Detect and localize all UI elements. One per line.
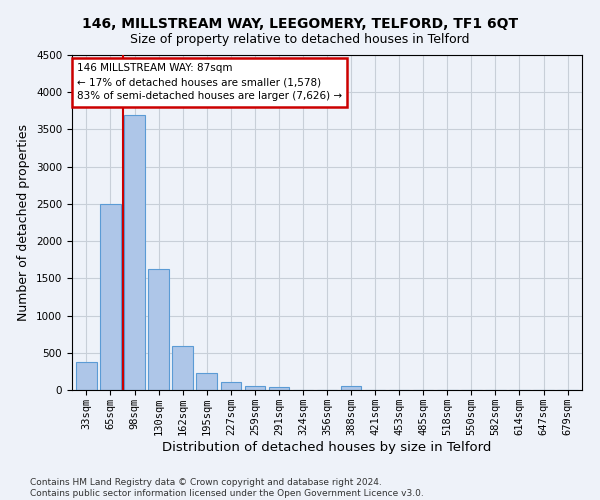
- Bar: [148, 268, 169, 390]
- Bar: [124, 114, 145, 390]
- Bar: [341, 386, 361, 390]
- Bar: [245, 386, 265, 390]
- X-axis label: Distribution of detached houses by size in Telford: Distribution of detached houses by size …: [163, 440, 491, 454]
- Text: 146, MILLSTREAM WAY, LEEGOMERY, TELFORD, TF1 6QT: 146, MILLSTREAM WAY, LEEGOMERY, TELFORD,…: [82, 18, 518, 32]
- Bar: [76, 362, 97, 390]
- Bar: [100, 204, 121, 390]
- Text: Contains HM Land Registry data © Crown copyright and database right 2024.
Contai: Contains HM Land Registry data © Crown c…: [30, 478, 424, 498]
- Bar: [172, 346, 193, 390]
- Bar: [221, 382, 241, 390]
- Text: Size of property relative to detached houses in Telford: Size of property relative to detached ho…: [130, 32, 470, 46]
- Y-axis label: Number of detached properties: Number of detached properties: [17, 124, 31, 321]
- Text: 146 MILLSTREAM WAY: 87sqm
← 17% of detached houses are smaller (1,578)
83% of se: 146 MILLSTREAM WAY: 87sqm ← 17% of detac…: [77, 64, 342, 102]
- Bar: [269, 387, 289, 390]
- Bar: [196, 373, 217, 390]
